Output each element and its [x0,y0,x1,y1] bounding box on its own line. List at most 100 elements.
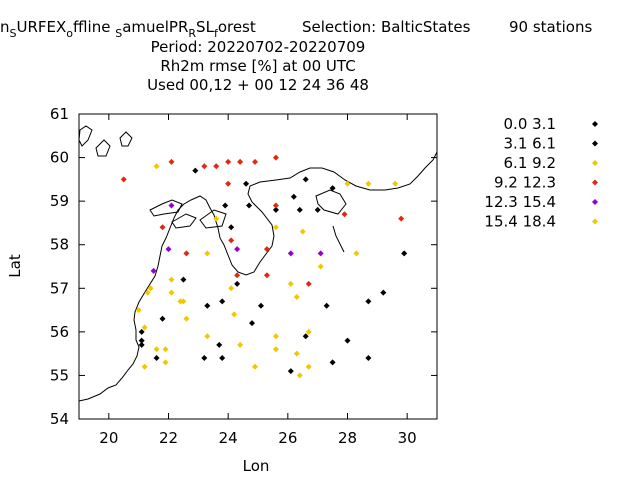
data-point [204,250,211,257]
data-point [168,158,175,165]
data-point [216,341,223,348]
data-point [138,341,145,348]
y-tick-label: 57 [50,279,69,297]
title-part-d-sub: R [188,27,196,40]
legend-marker [592,140,598,147]
x-tick-label: 28 [338,429,357,447]
y-tick-label: 60 [50,149,69,167]
data-point [296,206,303,213]
data-point [159,224,166,231]
plot-frame [78,113,438,420]
legend-label: 3.1 6.1 [504,135,556,153]
data-point [204,302,211,309]
data-point [141,363,148,370]
data-point [299,228,306,235]
y-tick-label: 58 [50,236,69,254]
y-tick-label: 61 [50,105,69,123]
data-point [302,176,309,183]
data-point [296,372,303,379]
data-point [138,328,145,335]
data-point [141,324,148,331]
data-point [272,224,279,231]
data-point [392,180,399,187]
data-point [398,215,405,222]
data-point [317,250,324,257]
baltic-coastline [78,125,438,402]
title-part-a-sub: S [10,27,17,40]
data-point [287,280,294,287]
data-point [249,320,256,327]
data-point [192,167,199,174]
data-point [287,368,294,375]
data-point [234,246,241,253]
data-point [162,359,169,366]
legend-marker [592,218,598,225]
legend-label: 6.1 9.2 [504,154,556,172]
data-point [228,224,235,231]
data-point [257,302,264,309]
title-line-2: Period: 20220702-20220709 [151,38,366,56]
data-point [293,294,300,300]
data-point [225,158,232,165]
x-tick-label: 24 [219,429,238,447]
data-point [153,163,160,170]
data-point [219,298,226,305]
x-tick-label: 20 [99,429,118,447]
data-point [180,276,187,283]
data-point [168,202,175,209]
legend: 0.0 3.1 3.1 6.16.1 9.2 9.2 12.312.3 15.4 15… [484,115,598,231]
data-point [243,180,250,187]
data-point [344,180,351,187]
title-stations: 90 stations [509,18,592,36]
data-point [272,333,279,340]
title-line-1: nSURFEXoffline SamuelPRRSLforest [0,18,256,40]
legend-label: 9.2 12.3 [494,174,556,192]
data-point [135,307,142,314]
data-point [314,206,321,213]
data-point [365,180,372,187]
data-point [353,250,360,257]
legend-marker [592,179,598,186]
data-point [323,302,330,309]
data-point [144,289,151,296]
data-point [222,202,229,209]
data-point [252,363,259,370]
data-point [213,215,220,222]
title-part-d: amuelPR [122,18,188,36]
title-line-4: Used 00,12 + 00 12 24 36 48 [147,76,369,94]
data-point [329,185,336,192]
data-point [162,346,169,353]
data-point [159,315,166,322]
data-point [302,333,309,340]
data-point [234,280,241,287]
data-point [246,202,253,209]
data-point [168,289,175,296]
data-point [329,359,336,366]
data-point [228,237,235,244]
data-point [252,158,259,165]
data-point [228,285,235,292]
title-part-a: n [0,18,10,36]
y-tick-label: 54 [50,410,69,428]
data-point [305,363,312,370]
axis-tick-labels: 20 22 24 26 28 30 54 55 56 57 58 59 60 61 [50,105,417,447]
data-point [204,333,211,340]
data-point [365,298,372,305]
title-selection: Selection: BalticStates [302,18,471,36]
data-point [272,154,279,161]
data-point [344,337,351,344]
data-point [150,267,157,274]
x-tick-label: 30 [398,429,417,447]
x-tick-label: 26 [278,429,297,447]
title-line-3: Rh2m rmse [%] at 00 UTC [160,57,355,75]
data-point [213,163,220,170]
data-point [305,328,312,335]
title-part-c-sub: S [115,27,122,40]
data-point [401,250,408,257]
axis-ticks [79,113,437,420]
y-tick-label: 59 [50,192,69,210]
data-point [201,355,208,361]
data-point [183,250,190,257]
data-point [219,355,226,361]
